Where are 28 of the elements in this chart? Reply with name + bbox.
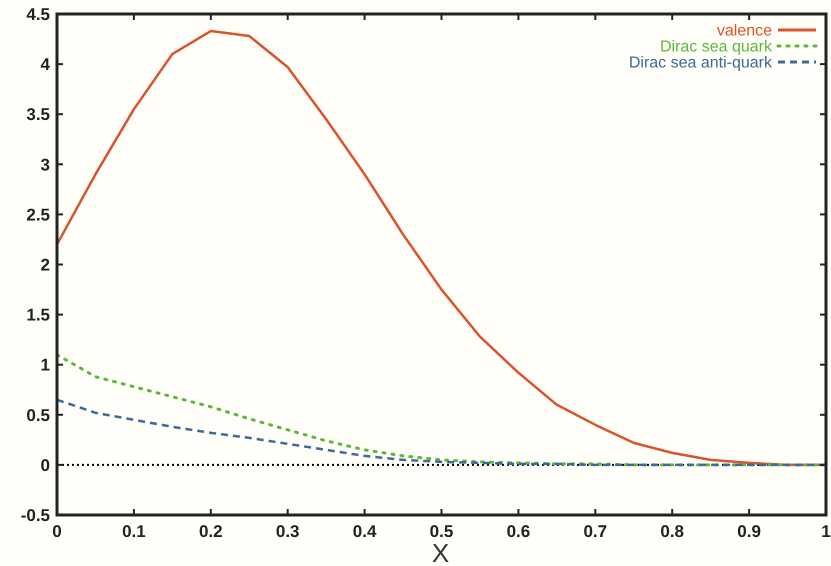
y-tick-label: 4.5 — [26, 4, 50, 24]
x-tick-label: 0.5 — [430, 522, 454, 541]
legend-label: valence — [716, 22, 772, 40]
x-tick-label: 0.2 — [198, 522, 223, 541]
y-tick-label: -0.5 — [20, 506, 50, 525]
legend-label: Dirac sea quark — [660, 38, 773, 56]
y-tick-label: 2 — [40, 255, 50, 274]
y-tick-label: 3.5 — [26, 105, 50, 124]
x-tick-label: 0.1 — [122, 522, 146, 541]
y-tick-label: 0.5 — [26, 406, 50, 425]
y-tick-label: 4 — [40, 55, 51, 74]
x-axis-title: X — [432, 538, 450, 566]
legend-label: Dirac sea anti-quark — [628, 54, 773, 72]
line-series — [56, 353, 828, 466]
x-tick-label: 0.9 — [737, 522, 761, 541]
y-tick-label: 2.5 — [26, 205, 50, 224]
x-tick-label: 0 — [52, 522, 62, 541]
x-tick-label: 0.6 — [506, 522, 530, 541]
x-tick-label: 0.3 — [276, 522, 300, 541]
x-tick-label: 0.7 — [583, 522, 608, 541]
x-tick-label: 0.4 — [352, 522, 377, 541]
y-tick-label: 0 — [40, 456, 50, 475]
y-tick-label: 1.5 — [26, 306, 50, 325]
line-series — [56, 398, 828, 466]
x-tick-label: 0.8 — [660, 522, 684, 541]
y-tick-label: 3 — [40, 155, 50, 174]
y-tick-label: 1 — [40, 356, 50, 375]
x-tick-label: 1 — [821, 522, 831, 541]
